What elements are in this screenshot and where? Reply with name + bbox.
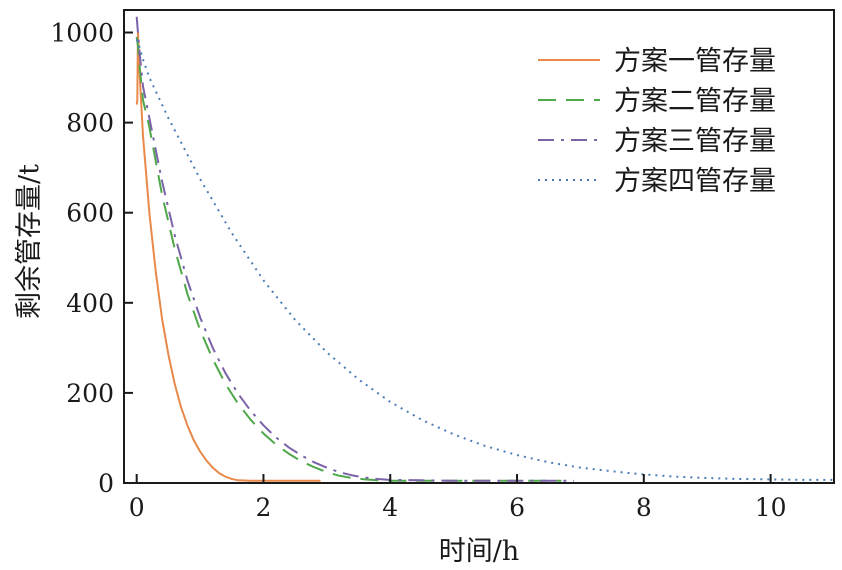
- ticks: 0 2 4 6 8 10 0 200 400 600 800 1000: [50, 19, 786, 522]
- legend-label-4: 方案四管存量: [614, 166, 776, 197]
- series-line-2: [135, 36, 562, 482]
- x-tick-label: 0: [129, 493, 145, 522]
- legend-label-3: 方案三管存量: [614, 126, 776, 157]
- y-tick-label: 600: [66, 199, 114, 228]
- y-tick-label: 800: [66, 109, 114, 138]
- legend-label-2: 方案二管存量: [614, 86, 776, 117]
- plot-lines: [135, 16, 834, 482]
- y-axis-label: 剩余管存量/t: [14, 164, 45, 319]
- x-tick-label: 8: [636, 493, 652, 522]
- y-tick-label: 200: [66, 379, 114, 408]
- x-tick-label: 4: [382, 493, 398, 522]
- series-line-1: [135, 31, 321, 482]
- x-tick-label: 2: [256, 493, 272, 522]
- y-tick-label: 1000: [50, 19, 114, 48]
- plot-frame: [123, 9, 835, 484]
- x-tick-label: 6: [509, 493, 525, 522]
- series-line-3: [135, 16, 575, 482]
- y-tick-label: 0: [98, 469, 114, 498]
- y-tick-label: 400: [66, 289, 114, 318]
- legend-label-1: 方案一管存量: [614, 46, 776, 77]
- x-axis-label: 时间/h: [439, 536, 520, 567]
- x-tick-label: 10: [755, 493, 787, 522]
